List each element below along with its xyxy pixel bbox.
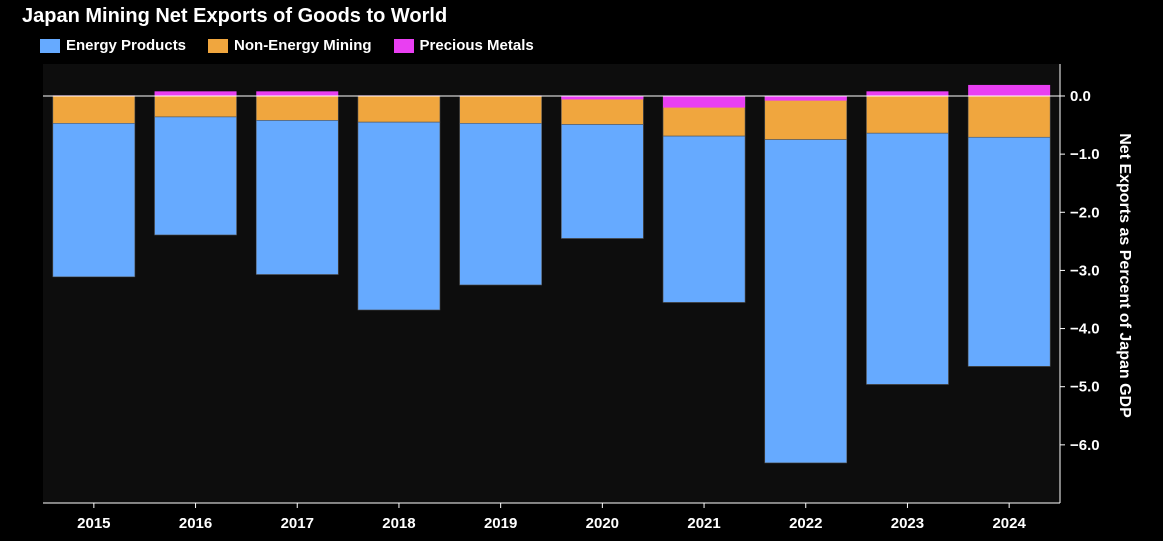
bar-energy bbox=[357, 121, 441, 311]
legend-item-non-energy: Non-Energy Mining bbox=[208, 37, 372, 54]
y-axis-title: Net Exports as Percent of Japan GDP bbox=[1116, 133, 1133, 418]
bar-precious bbox=[866, 91, 949, 96]
y-tick-label: 0.0 bbox=[1070, 88, 1091, 105]
legend: Energy Products Non-Energy Mining Precio… bbox=[40, 37, 556, 54]
bar-precious bbox=[764, 95, 847, 101]
y-tick-label: −2.0 bbox=[1070, 204, 1100, 221]
legend-item-energy: Energy Products bbox=[40, 37, 186, 54]
bar-energy bbox=[866, 132, 949, 385]
chart-title: Japan Mining Net Exports of Goods to Wor… bbox=[22, 5, 448, 27]
x-tick-label: 2019 bbox=[484, 515, 517, 532]
legend-label-non-energy: Non-Energy Mining bbox=[234, 37, 372, 54]
bar-precious bbox=[663, 95, 746, 108]
x-tick-label: 2015 bbox=[77, 515, 110, 532]
x-tick-label: 2023 bbox=[891, 515, 924, 532]
y-tick-label: −1.0 bbox=[1070, 146, 1100, 163]
bar-energy bbox=[561, 124, 644, 239]
bar-non-energy bbox=[764, 95, 848, 140]
bar-non-energy bbox=[561, 95, 644, 125]
legend-label-energy: Energy Products bbox=[66, 37, 187, 54]
bar-non-energy bbox=[459, 95, 542, 124]
bar-non-energy bbox=[52, 95, 136, 124]
bar-non-energy bbox=[357, 95, 441, 123]
legend-swatch-energy bbox=[40, 38, 60, 53]
legend-label-precious: Precious Metals bbox=[419, 37, 534, 54]
bar-energy bbox=[967, 136, 1051, 367]
y-tick-label: −5.0 bbox=[1070, 379, 1100, 396]
x-tick-label: 2017 bbox=[281, 515, 314, 532]
bar-precious bbox=[256, 91, 339, 96]
legend-swatch-non-energy bbox=[208, 38, 229, 53]
x-tick-label: 2018 bbox=[382, 515, 415, 532]
x-tick-label: 2022 bbox=[789, 515, 822, 532]
legend-swatch-precious bbox=[393, 38, 414, 53]
legend-item-precious: Precious Metals bbox=[393, 37, 534, 54]
bar-non-energy bbox=[967, 95, 1051, 138]
bar-energy bbox=[154, 116, 237, 236]
bar-precious bbox=[561, 95, 644, 100]
y-tick-label: −4.0 bbox=[1070, 321, 1100, 338]
bar-energy bbox=[764, 139, 848, 464]
bar-energy bbox=[52, 123, 136, 278]
x-tick-label: 2024 bbox=[992, 515, 1026, 532]
bar-energy bbox=[662, 135, 746, 303]
bar-energy bbox=[459, 123, 542, 286]
bar-non-energy bbox=[255, 95, 339, 121]
bar-non-energy bbox=[154, 95, 237, 118]
bar-precious bbox=[968, 84, 1051, 96]
y-tick-label: −6.0 bbox=[1070, 437, 1100, 454]
x-tick-label: 2016 bbox=[179, 515, 212, 532]
bar-energy bbox=[255, 120, 339, 275]
bar-non-energy bbox=[866, 95, 949, 134]
x-tick-label: 2020 bbox=[586, 515, 619, 532]
x-tick-label: 2021 bbox=[687, 515, 720, 532]
bar-precious bbox=[154, 91, 237, 96]
y-tick-label: −3.0 bbox=[1070, 262, 1100, 279]
